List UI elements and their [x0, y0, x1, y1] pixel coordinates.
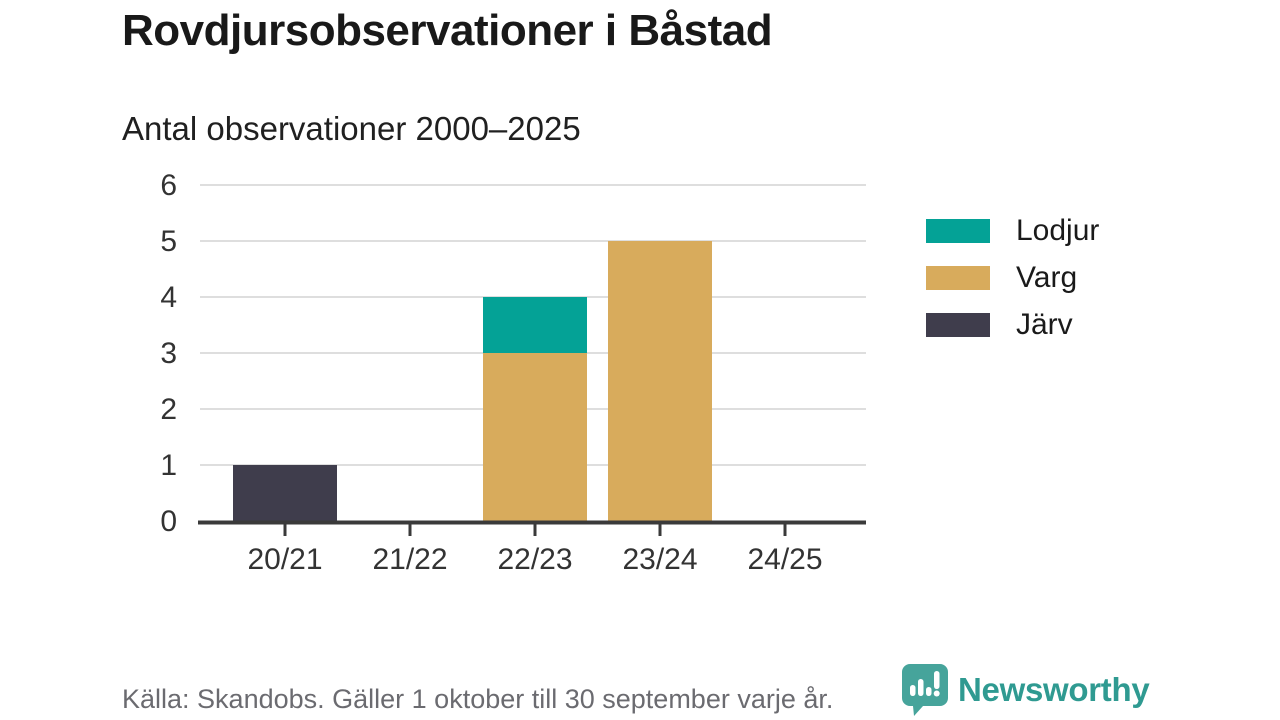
x-tick-label: 24/25 [747, 543, 822, 576]
x-tick-label: 22/23 [497, 543, 572, 576]
page-title: Rovdjursobservationer i Båstad [122, 6, 773, 55]
newsworthy-logo: Newsworthy [901, 663, 1150, 717]
legend-swatch-lodjur [926, 219, 990, 243]
legend-swatch-varg [926, 266, 990, 290]
y-tick-label: 4 [160, 281, 177, 314]
legend-label: Järv [1016, 308, 1073, 341]
stacked-bar-chart: 0 1 2 3 4 5 6 20/21 21/22 22/23 23/24 24/25 [160, 170, 866, 576]
chart-subtitle: Antal observationer 2000–2025 [122, 110, 581, 147]
x-tick-label: 23/24 [622, 543, 697, 576]
legend-item-varg: Varg [926, 261, 1099, 294]
x-axis-labels: 20/21 21/22 22/23 23/24 24/25 [247, 524, 823, 576]
legend-item-lodjur: Lodjur [926, 214, 1099, 247]
newsworthy-wordmark: Newsworthy [958, 671, 1150, 708]
chart-legend: Lodjur Varg Järv [926, 214, 1099, 360]
legend-label: Varg [1016, 261, 1078, 294]
y-tick-label: 2 [160, 393, 177, 426]
bar-segment-varg-22-23 [483, 353, 587, 521]
newsworthy-bubble-chart-icon [902, 664, 948, 716]
y-tick-label: 6 [160, 170, 177, 202]
bar-segment-varg-23-24 [608, 241, 712, 521]
legend-item-järv: Järv [926, 308, 1099, 341]
y-tick-label: 3 [160, 337, 177, 370]
legend-swatch-järv [926, 313, 990, 337]
y-axis-labels: 0 1 2 3 4 5 6 [160, 170, 177, 538]
x-tick-label: 20/21 [247, 543, 322, 576]
source-note: Källa: Skandobs. Gäller 1 oktober till 3… [122, 684, 834, 714]
y-tick-label: 5 [160, 225, 177, 258]
y-tick-label: 1 [160, 449, 177, 482]
bar-segment-järv-20-21 [233, 465, 337, 521]
bars [233, 241, 712, 521]
x-tick-label: 21/22 [372, 543, 447, 576]
bar-segment-lodjur-22-23 [483, 297, 587, 353]
y-tick-label: 0 [160, 505, 177, 538]
legend-label: Lodjur [1016, 214, 1100, 247]
